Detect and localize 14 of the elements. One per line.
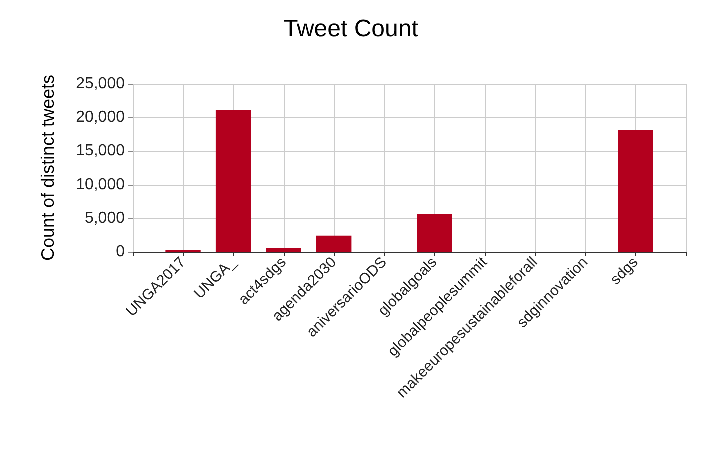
y-tick-label: 0 [116, 244, 126, 260]
x-tick-label: sdgs [607, 254, 642, 288]
y-tick-label: 20,000 [76, 109, 126, 126]
y-tick-label: 10,000 [76, 176, 126, 194]
y-tick-label: 25,000 [76, 76, 126, 92]
bar [266, 248, 302, 252]
y-tick-label: 5,000 [84, 210, 126, 227]
bar [618, 130, 654, 252]
bar [216, 110, 252, 252]
bar [417, 214, 452, 252]
bar [316, 236, 352, 252]
y-axis-title: Count of distinct tweets [38, 74, 58, 262]
chart-title: Tweet Count [284, 16, 419, 42]
y-tick-label: 15,000 [76, 142, 126, 160]
